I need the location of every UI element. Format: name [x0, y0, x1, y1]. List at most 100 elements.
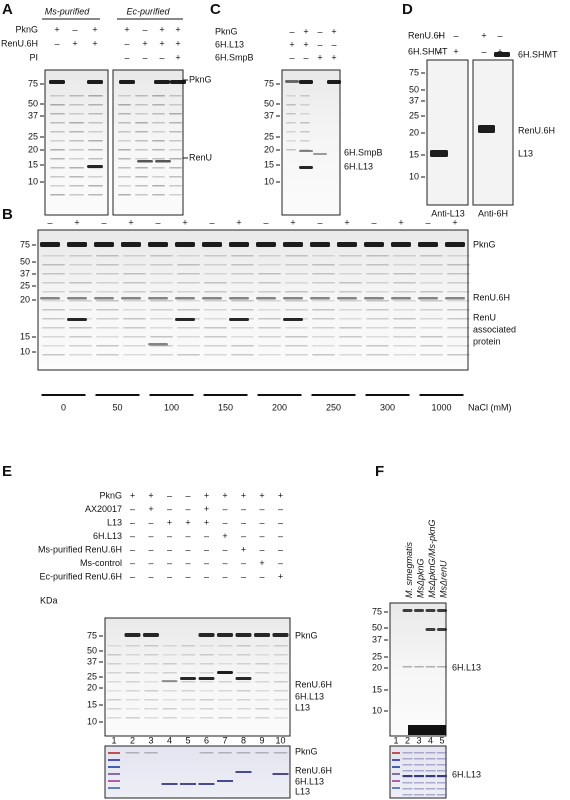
band — [123, 327, 146, 329]
sign: – — [167, 544, 172, 554]
band — [199, 681, 214, 683]
band — [255, 681, 270, 683]
band-label: 6H.SHMT — [518, 49, 558, 59]
band — [312, 327, 335, 329]
sign: – — [481, 46, 486, 56]
band — [118, 113, 131, 115]
band — [50, 149, 65, 151]
antibody-label: Anti-L13 — [431, 208, 465, 218]
sign: – — [101, 217, 106, 227]
stain-band — [235, 771, 252, 773]
band — [50, 140, 65, 142]
lane-number: 9 — [259, 735, 264, 745]
band — [393, 354, 416, 356]
band — [144, 752, 158, 754]
stain-band — [425, 782, 436, 784]
band — [218, 699, 233, 701]
band — [231, 300, 254, 302]
sign: + — [236, 217, 241, 227]
sign: + — [92, 24, 97, 34]
marker-label: 25 — [264, 131, 274, 141]
band — [231, 345, 254, 347]
stain-band — [437, 758, 447, 760]
row-label: 6H.L13 — [93, 531, 122, 541]
band — [150, 336, 173, 338]
band-label: 6H.SmpB — [344, 147, 383, 157]
sign: – — [204, 531, 209, 541]
band — [204, 291, 227, 293]
band — [181, 654, 196, 656]
band — [286, 131, 296, 133]
band — [150, 273, 173, 275]
band — [69, 167, 84, 169]
band — [118, 104, 131, 106]
stain-band — [180, 783, 196, 785]
band — [393, 282, 416, 284]
band — [366, 273, 389, 275]
band — [204, 255, 227, 257]
band — [69, 354, 92, 356]
band — [273, 681, 288, 683]
marker-label: 50 — [28, 98, 38, 108]
band — [177, 336, 200, 338]
stain-band — [414, 752, 424, 754]
band — [299, 166, 313, 169]
band — [285, 282, 308, 284]
sign: – — [130, 531, 135, 541]
band — [144, 708, 159, 710]
sign: – — [303, 52, 308, 62]
band — [236, 699, 251, 701]
sign: – — [124, 38, 129, 48]
band — [152, 140, 165, 142]
band — [144, 654, 159, 656]
band — [402, 609, 413, 612]
sign: + — [278, 490, 283, 500]
sign: + — [124, 24, 129, 34]
band — [69, 140, 84, 142]
band — [42, 318, 65, 320]
band — [366, 318, 389, 320]
ladder-band — [108, 773, 120, 775]
stain-band — [402, 794, 413, 796]
band — [198, 677, 215, 680]
band — [430, 150, 448, 157]
band — [312, 255, 335, 257]
band — [107, 690, 122, 692]
band — [152, 95, 165, 97]
sign: – — [148, 517, 153, 527]
band — [135, 113, 148, 115]
band — [447, 309, 470, 311]
sign: + — [317, 52, 322, 62]
band — [152, 122, 165, 124]
band — [204, 264, 227, 266]
band — [391, 242, 411, 247]
nacl-label: 200 — [272, 402, 287, 412]
band — [69, 273, 92, 275]
lane-number: 1 — [393, 735, 398, 745]
band — [494, 52, 510, 57]
band — [229, 297, 249, 300]
band — [312, 309, 335, 311]
band — [204, 327, 227, 329]
nacl-label: 100 — [164, 402, 179, 412]
band-label: RenU.6H — [518, 125, 555, 135]
band — [312, 354, 335, 356]
ladder-band — [108, 752, 120, 754]
band — [162, 645, 177, 647]
sign: – — [185, 504, 190, 514]
sign: – — [278, 558, 283, 568]
stain-band — [425, 775, 436, 777]
sign: – — [289, 26, 294, 36]
stain-band — [414, 794, 424, 796]
sign: – — [371, 217, 376, 227]
sign: – — [130, 517, 135, 527]
band — [118, 185, 131, 187]
band — [258, 291, 281, 293]
marker-label: 15 — [264, 159, 274, 169]
sign: – — [142, 52, 147, 62]
sign: + — [159, 38, 164, 48]
band — [107, 681, 122, 683]
marker-label: 75 — [20, 239, 30, 249]
band — [135, 158, 148, 160]
band — [199, 663, 214, 665]
